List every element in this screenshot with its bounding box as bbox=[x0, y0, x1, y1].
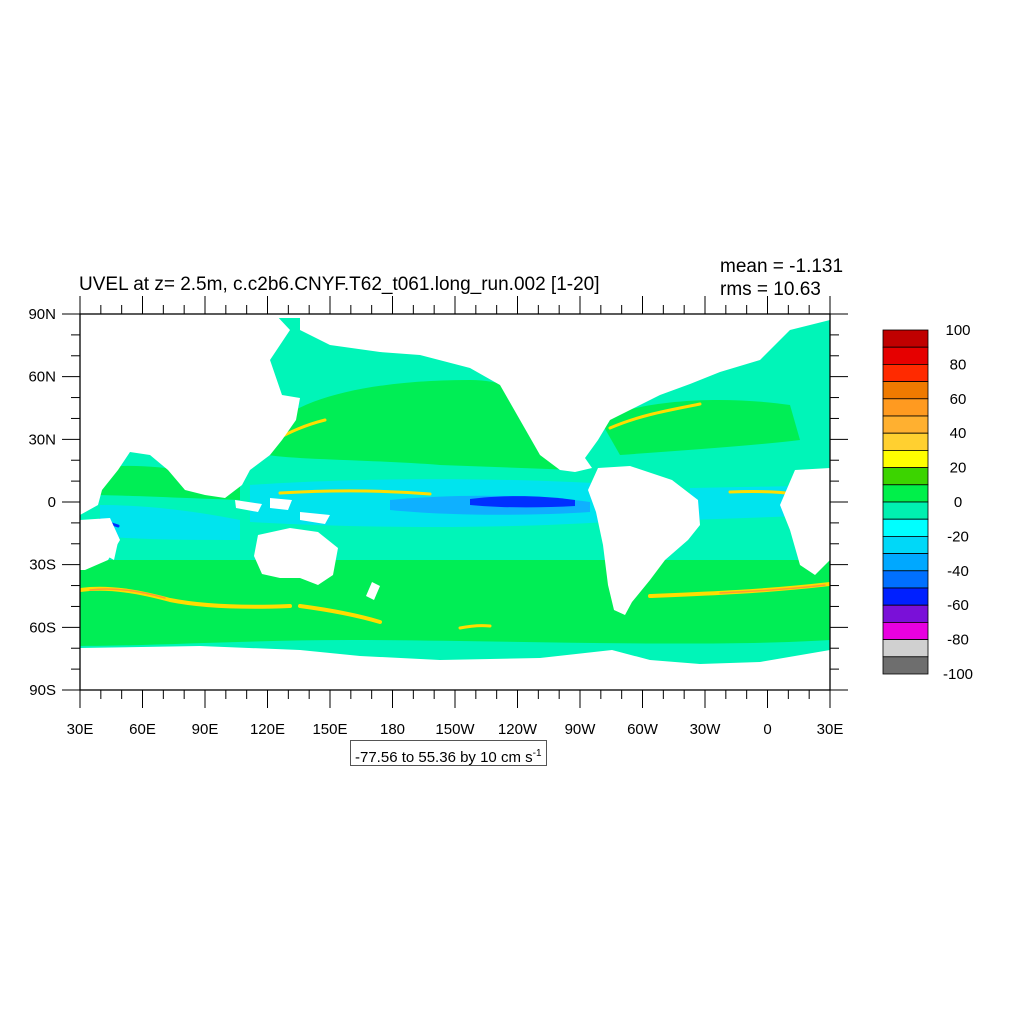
x-tick-label: 0 bbox=[763, 721, 771, 738]
colorbar-label: 40 bbox=[950, 425, 967, 442]
colorbar-segment bbox=[882, 570, 929, 589]
land-africa-west bbox=[80, 518, 120, 570]
colorbar-segment bbox=[882, 467, 929, 486]
y-tick-label: 60S bbox=[29, 619, 56, 636]
colorbar-segment bbox=[882, 553, 929, 572]
colorbar-label: 60 bbox=[950, 391, 967, 408]
x-axis-labels: 30E 60E 90E 120E 150E 180 150W 120W 90W 60W 30W 0 30… bbox=[67, 721, 844, 738]
colorbar-label: -80 bbox=[947, 632, 969, 649]
land-new-zealand bbox=[366, 582, 380, 600]
land-masses bbox=[80, 314, 830, 690]
colorbar-label: 20 bbox=[950, 460, 967, 477]
x-tick-label: 150W bbox=[435, 721, 475, 738]
acc-jet-core-2 bbox=[719, 584, 826, 594]
colorbar-segment bbox=[882, 604, 929, 623]
x-tick-label: 90E bbox=[192, 721, 219, 738]
colorbar bbox=[882, 329, 929, 675]
axis-ticks bbox=[62, 296, 848, 708]
land-madagascar bbox=[107, 540, 118, 560]
land-australia bbox=[254, 528, 338, 585]
acc-jet-2 bbox=[298, 604, 382, 624]
equatorial-undercurrent-core bbox=[470, 496, 575, 508]
north-equatorial-countercurrent bbox=[278, 489, 432, 496]
x-tick-label: 150E bbox=[312, 721, 347, 738]
acc-jet-core-1 bbox=[89, 588, 166, 599]
colorbar-segment bbox=[882, 346, 929, 365]
colorbar-label: 80 bbox=[950, 356, 967, 373]
y-tick-label: 60N bbox=[28, 369, 56, 386]
colorbar-label: -100 bbox=[943, 666, 973, 683]
colorbar-label: -60 bbox=[947, 597, 969, 614]
x-tick-label: 60W bbox=[627, 721, 659, 738]
y-tick-label: 30N bbox=[28, 431, 56, 448]
y-tick-label: 0 bbox=[48, 494, 56, 511]
colorbar-segment bbox=[882, 656, 929, 675]
tropical-atlantic-westward-belt bbox=[690, 486, 800, 520]
x-tick-label: 120E bbox=[250, 721, 285, 738]
colorbar-segment bbox=[882, 518, 929, 537]
y-tick-label: 90S bbox=[29, 682, 56, 699]
x-tick-label: 30E bbox=[67, 721, 94, 738]
x-tick-label: 30E bbox=[817, 721, 844, 738]
colorbar-segment bbox=[882, 398, 929, 417]
rms-label: rms = 10.63 bbox=[720, 279, 821, 300]
contour-info-box: -77.56 to 55.36 by 10 cm s-1 bbox=[350, 740, 547, 766]
contour-info-text: -77.56 to 55.36 by 10 cm s bbox=[355, 749, 533, 766]
land-south-america bbox=[588, 466, 700, 615]
colorbar-segment bbox=[882, 639, 929, 658]
north-pacific-eastward-zone bbox=[268, 380, 575, 470]
colorbar-segment bbox=[882, 381, 929, 400]
x-tick-label: 30W bbox=[690, 721, 722, 738]
land-africa-east bbox=[780, 468, 830, 575]
indian-westward-belt bbox=[100, 505, 240, 540]
land-eurasia-africa bbox=[80, 314, 300, 515]
colorbar-segment bbox=[882, 449, 929, 468]
x-tick-label: 90W bbox=[565, 721, 597, 738]
land-new-guinea bbox=[300, 512, 330, 524]
colorbar-segment bbox=[882, 622, 929, 641]
colorbar-segment bbox=[882, 587, 929, 606]
y-axis-labels: 90N 60N 30N 0 30S 60S 90S bbox=[28, 306, 56, 699]
x-tick-label: 60E bbox=[129, 721, 156, 738]
land-greenland bbox=[655, 318, 730, 362]
colorbar-label: 0 bbox=[954, 494, 962, 511]
colorbar-segment bbox=[882, 415, 929, 434]
contour-info-exponent: -1 bbox=[532, 748, 542, 759]
colorbar-label: -20 bbox=[947, 528, 969, 545]
colorbar-segment bbox=[882, 484, 929, 503]
x-tick-label: 120W bbox=[498, 721, 538, 738]
y-tick-label: 30S bbox=[29, 557, 56, 574]
colorbar-segment bbox=[882, 329, 929, 348]
colorbar-segment bbox=[882, 501, 929, 520]
x-tick-label: 180 bbox=[380, 721, 405, 738]
land-antarctica bbox=[80, 646, 830, 690]
acc-jet-3 bbox=[458, 624, 492, 630]
y-tick-label: 90N bbox=[28, 306, 56, 323]
colorbar-segment bbox=[882, 536, 929, 555]
colorbar-label: 100 bbox=[945, 322, 970, 339]
land-indonesia-1 bbox=[235, 500, 262, 512]
land-indonesia-2 bbox=[270, 498, 292, 510]
colorbar-label: -40 bbox=[947, 563, 969, 580]
mean-label: mean = -1.131 bbox=[720, 256, 844, 277]
ocean-velocity-field bbox=[80, 314, 830, 690]
figure-title: UVEL at z= 2.5m, c.c2b6.CNYF.T62_t061.lo… bbox=[79, 274, 600, 295]
colorbar-labels: 100 80 60 40 20 0 -20 -40 -60 -80 -100 bbox=[943, 322, 973, 683]
colorbar-segment bbox=[882, 432, 929, 451]
gulf-stream-jet bbox=[608, 402, 702, 430]
colorbar-segment bbox=[882, 363, 929, 382]
